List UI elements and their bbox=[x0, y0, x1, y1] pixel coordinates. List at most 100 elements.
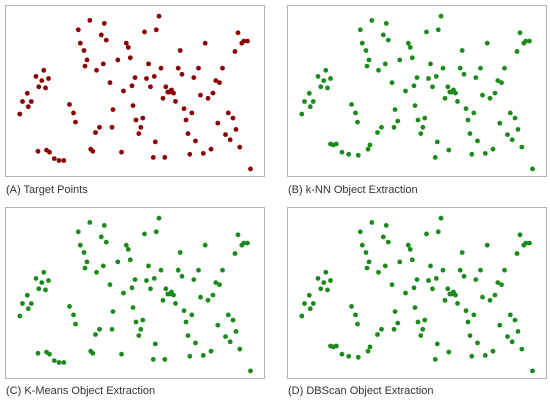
data-point bbox=[359, 40, 365, 46]
data-point bbox=[185, 333, 191, 338]
data-point bbox=[364, 63, 370, 69]
data-point bbox=[457, 267, 463, 273]
data-point bbox=[202, 40, 208, 46]
data-point bbox=[438, 215, 444, 221]
data-point bbox=[189, 110, 195, 116]
data-point bbox=[87, 220, 93, 225]
data-point bbox=[158, 65, 164, 71]
data-point bbox=[138, 124, 144, 130]
data-point bbox=[509, 339, 515, 345]
data-point bbox=[90, 350, 96, 356]
data-point bbox=[475, 138, 480, 144]
data-point bbox=[119, 351, 124, 357]
data-point bbox=[455, 301, 460, 306]
data-point bbox=[248, 166, 253, 172]
data-point bbox=[46, 76, 51, 81]
data-point bbox=[148, 84, 153, 90]
data-point bbox=[198, 294, 203, 300]
data-point bbox=[183, 117, 189, 123]
caption-knn-extraction: (B) k-NN Object Extraction bbox=[288, 184, 418, 196]
data-point bbox=[440, 267, 446, 273]
data-point bbox=[366, 57, 372, 63]
data-point bbox=[196, 65, 201, 71]
data-point bbox=[101, 223, 107, 228]
data-point bbox=[163, 286, 169, 292]
data-point bbox=[411, 83, 417, 89]
data-point bbox=[359, 242, 365, 248]
data-point bbox=[193, 138, 198, 144]
data-point bbox=[97, 326, 102, 332]
data-point bbox=[132, 277, 138, 282]
data-point bbox=[144, 76, 149, 81]
data-point bbox=[107, 282, 113, 288]
data-point bbox=[217, 80, 222, 86]
data-point bbox=[495, 280, 501, 285]
data-point bbox=[453, 90, 458, 96]
data-point bbox=[505, 132, 510, 137]
data-point bbox=[306, 292, 312, 298]
data-point bbox=[67, 304, 72, 309]
data-point bbox=[349, 102, 354, 107]
data-point bbox=[389, 282, 395, 288]
caption-kmeans-extraction: (C) K-Means Object Extraction bbox=[6, 385, 156, 397]
data-point bbox=[123, 242, 129, 248]
data-point bbox=[215, 120, 221, 126]
data-point bbox=[233, 329, 239, 334]
data-point bbox=[98, 32, 104, 38]
data-point bbox=[235, 232, 241, 238]
data-point bbox=[380, 32, 386, 38]
caption-dbscan-extraction: (D) DBScan Object Extraction bbox=[288, 385, 434, 397]
data-point bbox=[432, 155, 438, 160]
data-point bbox=[465, 117, 471, 123]
data-point bbox=[225, 110, 231, 116]
data-point bbox=[98, 234, 104, 240]
data-point bbox=[434, 139, 440, 145]
data-point bbox=[183, 319, 189, 325]
data-point bbox=[103, 239, 109, 245]
data-point bbox=[163, 84, 169, 90]
data-point bbox=[90, 148, 96, 154]
data-point bbox=[213, 280, 219, 285]
data-point bbox=[480, 92, 485, 98]
data-point bbox=[397, 57, 403, 63]
data-point bbox=[420, 124, 426, 130]
data-point bbox=[346, 151, 352, 157]
data-point bbox=[125, 247, 131, 252]
data-point bbox=[478, 267, 483, 273]
data-point bbox=[323, 67, 329, 73]
scatter-plot-kmeans-extraction bbox=[17, 215, 253, 374]
data-point bbox=[507, 312, 513, 318]
data-point bbox=[193, 340, 198, 346]
data-point bbox=[136, 131, 142, 136]
data-point bbox=[156, 13, 162, 19]
data-point bbox=[461, 273, 467, 279]
data-point bbox=[142, 29, 147, 35]
data-point bbox=[28, 301, 34, 306]
data-point bbox=[67, 102, 72, 107]
data-point bbox=[467, 333, 473, 338]
data-point bbox=[391, 124, 397, 130]
data-point bbox=[177, 250, 183, 255]
data-point bbox=[129, 83, 135, 89]
panel-target-points bbox=[5, 5, 265, 177]
data-point bbox=[487, 297, 493, 303]
data-point bbox=[33, 276, 39, 281]
data-point bbox=[171, 292, 176, 298]
data-point bbox=[28, 99, 34, 104]
data-point bbox=[187, 353, 193, 359]
data-point bbox=[43, 85, 48, 91]
data-point bbox=[514, 49, 520, 54]
data-point bbox=[179, 273, 185, 279]
data-point bbox=[210, 90, 216, 96]
data-point bbox=[467, 131, 473, 136]
data-point bbox=[422, 115, 428, 121]
data-point bbox=[495, 78, 501, 83]
data-point bbox=[424, 231, 429, 237]
data-point bbox=[499, 80, 504, 86]
data-point bbox=[364, 265, 370, 271]
data-point bbox=[519, 346, 525, 352]
data-point bbox=[418, 131, 424, 136]
data-point bbox=[140, 317, 146, 323]
data-point bbox=[181, 106, 187, 112]
data-point bbox=[376, 269, 381, 275]
